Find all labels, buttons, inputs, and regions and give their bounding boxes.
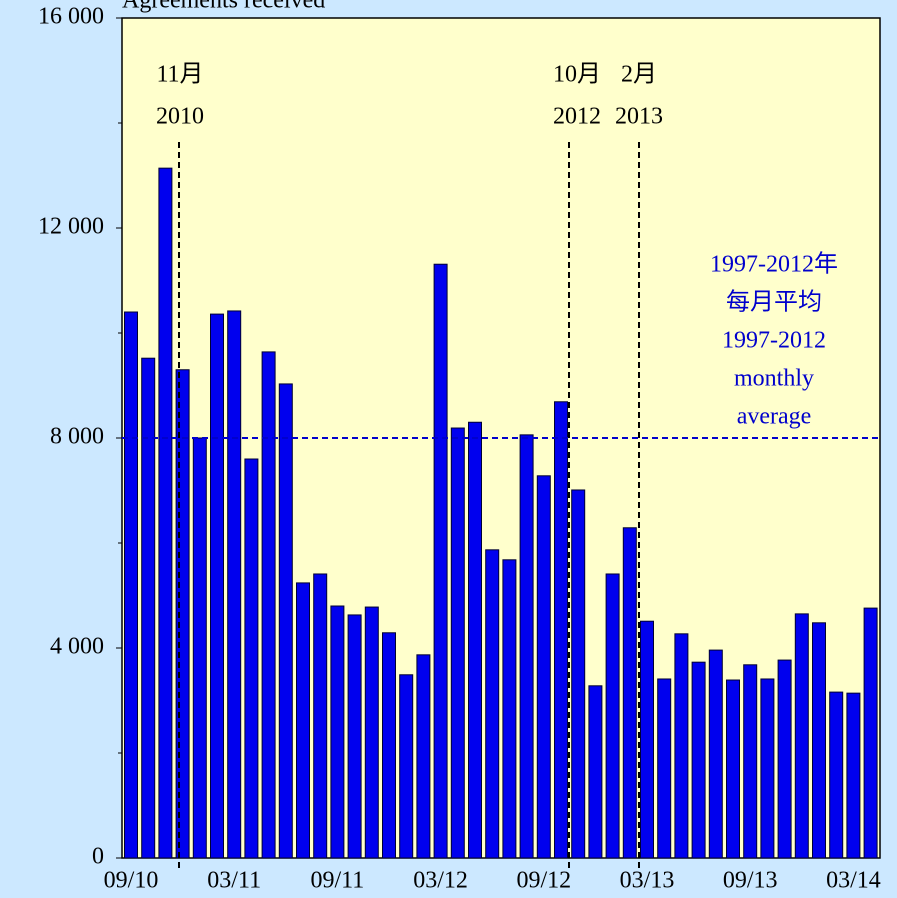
- bar: [777, 659, 792, 859]
- y-axis-label: Agreements received: [122, 0, 325, 14]
- x-tick-label: 09/13: [723, 868, 778, 894]
- y-tick-label: 8 000: [50, 424, 104, 450]
- bar: [296, 582, 310, 859]
- event-label: 10月: [553, 62, 601, 88]
- bar: [829, 691, 844, 859]
- bar: [450, 427, 465, 859]
- bar: [382, 632, 396, 859]
- reference-label: average: [737, 404, 812, 430]
- bar: [313, 573, 328, 859]
- event-label: 2月: [621, 62, 657, 88]
- y-tick-label: 16 000: [38, 4, 104, 30]
- bar: [726, 679, 740, 859]
- x-tick-label: 09/10: [104, 868, 159, 894]
- bar: [846, 692, 861, 859]
- reference-label: monthly: [734, 366, 814, 392]
- bar: [416, 654, 431, 859]
- bar: [657, 678, 672, 859]
- bar: [124, 311, 138, 859]
- x-tick-label: 03/13: [620, 868, 675, 894]
- bar: [812, 622, 826, 859]
- bar: [794, 613, 809, 859]
- bar: [468, 421, 482, 859]
- bar: [863, 607, 878, 859]
- bar: [347, 614, 362, 859]
- bar: [330, 605, 345, 859]
- bar: [227, 310, 242, 859]
- bar: [502, 559, 517, 859]
- bar: [743, 664, 758, 859]
- bar: [691, 661, 706, 859]
- bar: [433, 263, 448, 859]
- bar: [588, 685, 603, 859]
- y-tick-label: 0: [92, 844, 104, 870]
- x-tick-label: 03/11: [207, 868, 261, 894]
- x-tick-label: 03/12: [413, 868, 468, 894]
- reference-label: 1997-2012: [722, 328, 826, 354]
- bar: [192, 437, 207, 859]
- bar: [519, 434, 534, 859]
- bar: [708, 649, 723, 859]
- event-label: 2013: [615, 104, 663, 130]
- bar: [536, 475, 551, 859]
- x-tick-label: 09/11: [311, 868, 365, 894]
- bar: [244, 458, 259, 859]
- bar: [141, 357, 156, 859]
- bar: [571, 489, 586, 859]
- bar: [640, 620, 654, 859]
- reference-label: 1997-2012年: [710, 251, 838, 278]
- bar: [278, 383, 293, 859]
- event-label: 2010: [156, 104, 204, 130]
- bar: [605, 573, 620, 859]
- bar: [158, 167, 173, 859]
- bar: [485, 549, 500, 859]
- reference-label: 每月平均: [726, 289, 822, 316]
- x-tick-label: 03/14: [826, 868, 881, 894]
- bar: [364, 606, 379, 859]
- x-tick-label: 09/12: [516, 868, 571, 894]
- bar: [399, 674, 414, 859]
- bar: [674, 633, 689, 859]
- y-tick-label: 12 000: [38, 214, 104, 240]
- bar: [261, 351, 276, 859]
- event-label: 11月: [156, 62, 203, 88]
- y-tick-label: 4 000: [50, 634, 104, 660]
- event-label: 2012: [553, 104, 601, 130]
- bar: [554, 401, 568, 859]
- bar: [622, 527, 637, 859]
- bar: [760, 678, 775, 859]
- bar: [210, 313, 224, 859]
